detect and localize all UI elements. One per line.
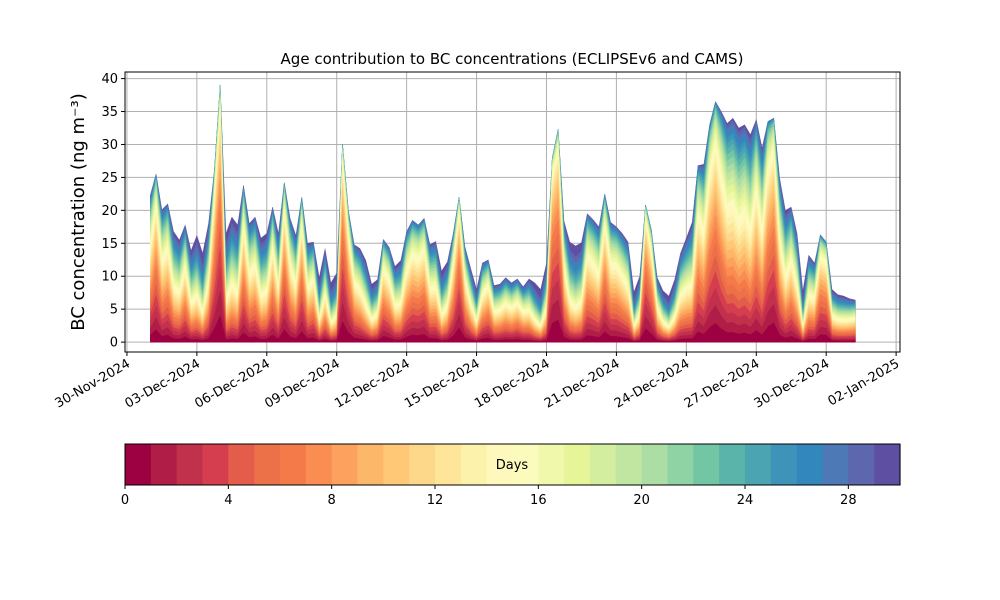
y-tick-label: 30 bbox=[101, 138, 118, 153]
colorbar-swatch bbox=[254, 444, 281, 485]
colorbar-tick-label: 8 bbox=[328, 493, 336, 508]
y-axis: 0 5 10 15 20 25 30 35 40 bbox=[101, 72, 125, 351]
colorbar-tick-label: 20 bbox=[633, 493, 650, 508]
colorbar-swatch bbox=[383, 444, 410, 485]
colorbar-tick-label: 24 bbox=[737, 493, 754, 508]
colorbar-swatch bbox=[848, 444, 875, 485]
colorbar-swatch bbox=[641, 444, 669, 485]
colorbar-swatch bbox=[874, 444, 901, 485]
colorbar-swatch bbox=[409, 444, 436, 485]
colorbar-tick-label: 0 bbox=[121, 493, 129, 508]
colorbar-tick-label: 16 bbox=[530, 493, 547, 508]
colorbar-swatch bbox=[486, 444, 514, 485]
y-tick-label: 40 bbox=[101, 72, 118, 87]
colorbar-swatch bbox=[719, 444, 746, 485]
colorbar-frame bbox=[124, 443, 901, 486]
y-tick-label: 25 bbox=[101, 171, 118, 186]
colorbar-swatch bbox=[228, 444, 255, 485]
colorbar-swatch bbox=[176, 444, 204, 485]
colorbar-swatch bbox=[125, 444, 152, 485]
colorbar-tick-label: 12 bbox=[427, 493, 444, 508]
colorbar-tick-label: 28 bbox=[840, 493, 857, 508]
colorbar-swatch bbox=[822, 444, 849, 485]
colorbar-ticks: 0 4 8 12 16 20 24 28 bbox=[121, 485, 857, 508]
colorbar-swatch bbox=[564, 444, 591, 485]
colorbar-swatches bbox=[125, 444, 901, 485]
colorbar-swatch bbox=[538, 444, 565, 485]
colorbar-label: Days bbox=[496, 458, 529, 473]
age-band-area-23 bbox=[150, 86, 856, 343]
y-tick-label: 35 bbox=[101, 105, 118, 120]
y-tick-label: 10 bbox=[101, 270, 118, 285]
colorbar-swatch bbox=[796, 444, 824, 485]
colorbar-swatch bbox=[202, 444, 229, 485]
colorbar-swatch bbox=[331, 444, 359, 485]
colorbar-tick-label: 4 bbox=[224, 493, 232, 508]
colorbar-swatch bbox=[590, 444, 617, 485]
colorbar-swatch bbox=[667, 444, 694, 485]
stacked-areas bbox=[150, 85, 856, 343]
y-tick-label: 0 bbox=[110, 336, 118, 351]
y-tick-label: 15 bbox=[101, 237, 118, 252]
colorbar-swatch bbox=[460, 444, 488, 485]
colorbar-swatch bbox=[770, 444, 798, 485]
colorbar-swatch bbox=[693, 444, 720, 485]
colorbar-swatch bbox=[357, 444, 384, 485]
colorbar-swatch bbox=[745, 444, 772, 485]
colorbar-swatch bbox=[305, 444, 333, 485]
colorbar-swatch bbox=[512, 444, 539, 485]
age-band-area-0 bbox=[150, 314, 856, 343]
y-tick-label: 20 bbox=[101, 204, 118, 219]
y-tick-label: 5 bbox=[110, 303, 118, 318]
colorbar-swatch bbox=[435, 444, 462, 485]
plot-frame bbox=[124, 71, 901, 353]
colorbar-swatch bbox=[280, 444, 307, 485]
y-axis-label: BC concentration (ng m⁻³) bbox=[68, 93, 89, 331]
chart-title: Age contribution to BC concentrations (E… bbox=[281, 50, 744, 68]
colorbar-swatch bbox=[150, 444, 178, 485]
colorbar-swatch bbox=[615, 444, 643, 485]
colorbar: Days 0 4 8 12 16 20 24 28 bbox=[121, 443, 901, 508]
